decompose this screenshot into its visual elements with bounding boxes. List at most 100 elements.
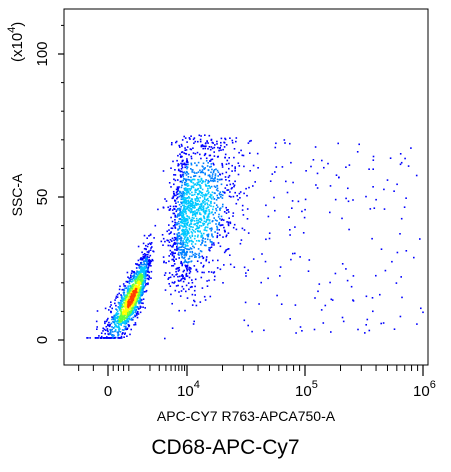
data-point bbox=[153, 237, 155, 239]
data-point bbox=[131, 295, 134, 298]
x-axis-ticks: 0 104 105 106 bbox=[78, 365, 436, 400]
data-point bbox=[231, 141, 234, 144]
data-point bbox=[188, 225, 190, 227]
data-point bbox=[132, 311, 135, 314]
data-point bbox=[195, 253, 198, 256]
data-point bbox=[399, 153, 402, 155]
data-point bbox=[119, 305, 121, 307]
data-point bbox=[189, 270, 192, 273]
data-point bbox=[182, 163, 185, 166]
data-point bbox=[229, 263, 232, 266]
data-point bbox=[129, 294, 131, 296]
data-point bbox=[214, 219, 217, 221]
data-point bbox=[154, 224, 157, 227]
data-point bbox=[130, 328, 132, 331]
data-point bbox=[131, 305, 134, 307]
data-point bbox=[138, 280, 141, 282]
data-point bbox=[128, 325, 130, 328]
data-point bbox=[132, 316, 135, 319]
data-point bbox=[191, 201, 194, 203]
data-point bbox=[138, 284, 140, 286]
data-point bbox=[177, 229, 179, 231]
data-point bbox=[212, 196, 214, 198]
data-point bbox=[192, 245, 194, 248]
data-point bbox=[135, 308, 138, 311]
data-point bbox=[147, 266, 150, 269]
data-point bbox=[216, 143, 218, 145]
x-axis-title: APC-CY7 R763-APCA750-A bbox=[157, 408, 336, 424]
data-point bbox=[192, 226, 194, 228]
data-point bbox=[187, 282, 190, 284]
data-point bbox=[191, 216, 194, 219]
data-point bbox=[178, 234, 181, 237]
data-point bbox=[220, 141, 222, 144]
data-point bbox=[186, 239, 188, 241]
data-point bbox=[197, 227, 200, 229]
data-point bbox=[139, 291, 142, 293]
data-point bbox=[194, 278, 197, 281]
data-point bbox=[137, 290, 139, 292]
data-point bbox=[199, 204, 201, 206]
data-point bbox=[149, 243, 152, 245]
data-point bbox=[134, 276, 136, 278]
data-point bbox=[139, 295, 142, 297]
data-point bbox=[172, 190, 175, 193]
data-point bbox=[179, 209, 182, 211]
data-point bbox=[134, 279, 137, 282]
data-point bbox=[210, 202, 212, 205]
data-point bbox=[184, 260, 186, 263]
data-point bbox=[142, 259, 144, 261]
data-point bbox=[203, 217, 206, 220]
data-point bbox=[124, 310, 126, 312]
data-point bbox=[134, 299, 137, 302]
data-point bbox=[129, 312, 132, 314]
data-point bbox=[181, 170, 183, 173]
data-point bbox=[116, 331, 119, 333]
data-point bbox=[178, 269, 181, 271]
y-axis-title: SSC-A bbox=[9, 173, 25, 216]
data-point bbox=[233, 184, 236, 187]
data-point bbox=[243, 165, 245, 168]
data-point bbox=[264, 260, 267, 263]
data-point bbox=[214, 275, 216, 278]
data-point bbox=[217, 189, 219, 192]
data-point bbox=[341, 263, 344, 265]
data-point bbox=[211, 175, 214, 177]
data-point bbox=[180, 243, 183, 245]
data-point bbox=[134, 297, 136, 300]
data-point bbox=[194, 215, 197, 217]
data-point bbox=[197, 197, 199, 200]
data-point bbox=[190, 155, 193, 158]
data-point bbox=[125, 320, 128, 322]
data-point bbox=[232, 212, 235, 214]
data-point bbox=[401, 296, 403, 299]
data-point bbox=[202, 240, 204, 242]
data-point bbox=[393, 328, 396, 330]
data-point bbox=[364, 332, 366, 334]
data-point bbox=[135, 287, 137, 290]
data-point bbox=[186, 159, 188, 162]
data-point bbox=[186, 189, 188, 192]
data-point bbox=[205, 244, 207, 247]
data-point bbox=[96, 326, 98, 328]
data-point bbox=[192, 210, 195, 213]
data-point bbox=[183, 230, 185, 232]
data-point bbox=[400, 161, 403, 164]
data-point bbox=[176, 246, 178, 248]
data-point bbox=[186, 264, 189, 267]
data-point bbox=[216, 227, 219, 229]
data-point bbox=[161, 234, 164, 236]
data-point bbox=[110, 330, 112, 332]
data-point bbox=[214, 180, 216, 182]
data-point bbox=[138, 301, 140, 303]
data-point bbox=[180, 214, 183, 217]
data-point bbox=[193, 193, 196, 196]
data-point bbox=[211, 191, 214, 194]
data-point bbox=[190, 135, 192, 137]
data-point bbox=[146, 259, 148, 261]
data-point bbox=[116, 316, 118, 319]
data-point bbox=[175, 249, 178, 251]
data-point bbox=[189, 255, 191, 258]
data-point bbox=[137, 313, 140, 315]
